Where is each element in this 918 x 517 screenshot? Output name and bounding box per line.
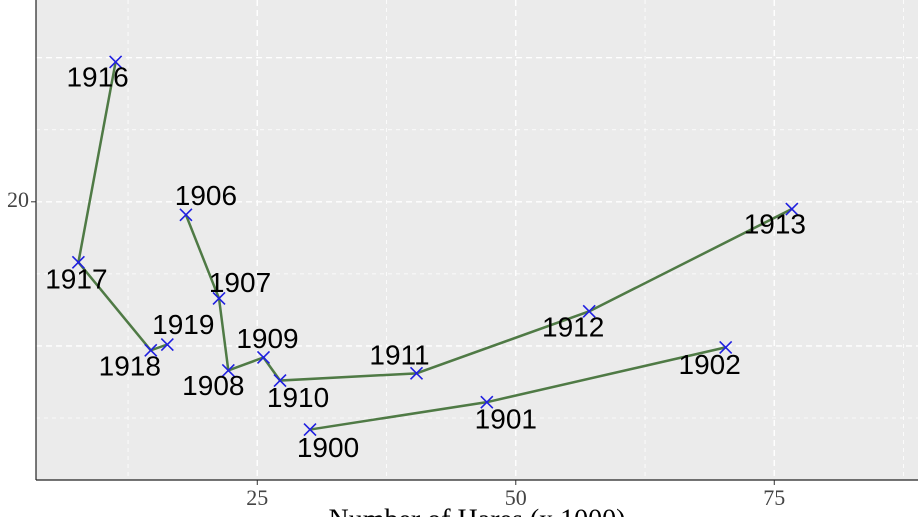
plot-panel bbox=[36, 0, 918, 480]
year-marker bbox=[212, 291, 226, 305]
year-marker bbox=[144, 343, 158, 357]
year-marker bbox=[273, 373, 287, 388]
year-label: 1901 bbox=[475, 404, 537, 435]
year-label: 1909 bbox=[236, 323, 298, 354]
x-axis-title: Number of Hares (x 1000) bbox=[328, 504, 625, 517]
year-label: 1918 bbox=[99, 351, 161, 382]
year-label: 1912 bbox=[542, 312, 604, 343]
x-tick-label: 50 bbox=[505, 485, 527, 510]
year-marker bbox=[109, 55, 123, 69]
year-marker bbox=[179, 208, 193, 222]
year-label: 1910 bbox=[267, 382, 329, 413]
x-tick-label: 25 bbox=[246, 485, 268, 510]
year-marker bbox=[221, 363, 235, 378]
y-tick-label: 20 bbox=[7, 187, 29, 212]
year-label: 1900 bbox=[297, 432, 359, 463]
year-marker bbox=[785, 202, 799, 216]
year-marker bbox=[582, 304, 596, 318]
x-tick-label: 75 bbox=[763, 485, 785, 510]
year-marker bbox=[719, 340, 733, 354]
year-marker bbox=[256, 350, 271, 365]
year-label: 1907 bbox=[209, 267, 271, 298]
year-label: 1916 bbox=[66, 61, 128, 92]
year-label: 1919 bbox=[152, 309, 214, 340]
year-label: 1902 bbox=[679, 349, 741, 380]
year-marker bbox=[160, 337, 174, 352]
year-label: 1917 bbox=[45, 264, 107, 295]
year-label: 1908 bbox=[182, 370, 244, 401]
year-marker bbox=[71, 255, 85, 269]
year-marker bbox=[409, 366, 424, 380]
year-marker bbox=[480, 395, 494, 409]
year-label: 1911 bbox=[369, 340, 429, 371]
year-label: 1906 bbox=[175, 180, 237, 211]
year-label: 1913 bbox=[744, 208, 806, 239]
year-marker bbox=[303, 422, 317, 437]
